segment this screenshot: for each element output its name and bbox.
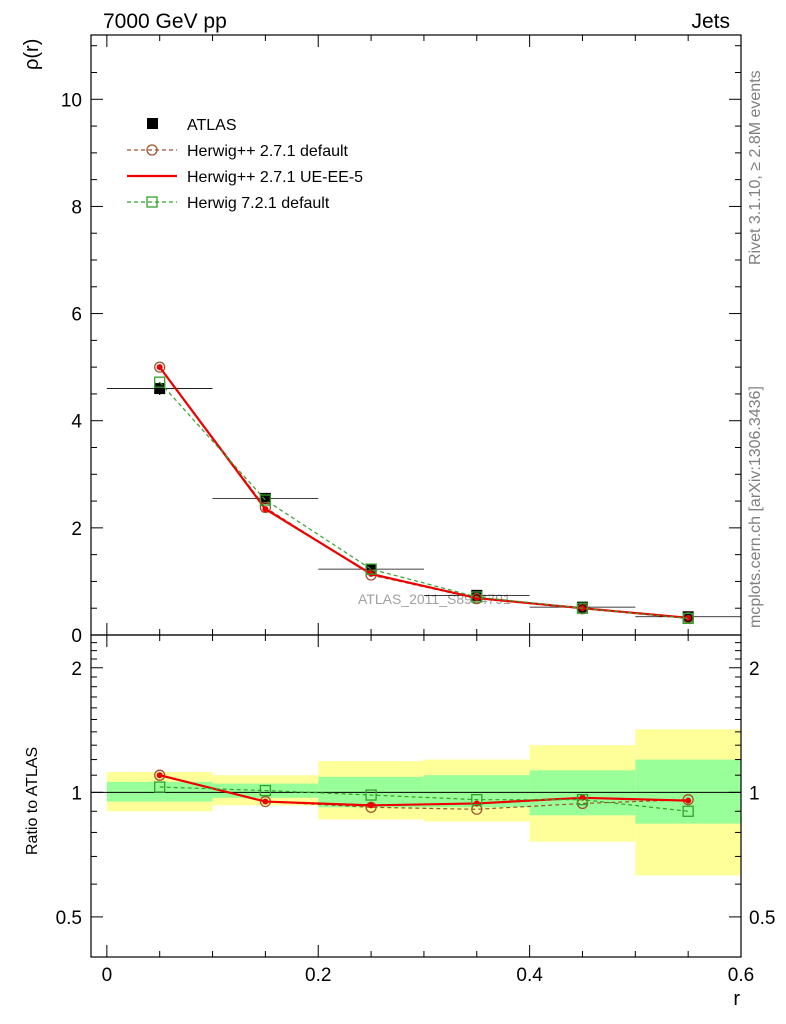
ratio-ylabel: Ratio to ATLAS	[24, 747, 41, 855]
main-series-group	[107, 362, 741, 623]
main-axis-ticks: 0 2 4 6 8 10	[61, 35, 741, 647]
ratio-ytick-label-right: 0.5	[749, 908, 775, 929]
atlas-point	[154, 383, 165, 394]
header-left: 7000 GeV pp	[103, 10, 227, 33]
legend-marker-atlas	[147, 118, 158, 129]
legend-entry-h7: Herwig 7.2.1 default	[127, 195, 330, 212]
legend-entry-hpp-ueee5: Herwig++ 2.7.1 UE-EE-5	[127, 169, 363, 186]
point-hpp-ueee5	[262, 506, 268, 512]
legend-label-hpp-ueee5: Herwig++ 2.7.1 UE-EE-5	[187, 169, 363, 186]
x-tick-label: 0	[102, 965, 113, 986]
ratio-ytick-label-left: 2	[71, 659, 82, 680]
x-tick-label: 0.2	[305, 965, 331, 986]
series-line-h7	[160, 382, 688, 618]
ratio-point-hpp-ueee5	[685, 798, 691, 804]
ratio-point-hpp-ueee5	[157, 772, 163, 778]
ratio-ytick-label-right: 2	[749, 659, 760, 680]
header-right: Jets	[691, 10, 730, 33]
main-ytick-label: 6	[71, 305, 82, 326]
legend-label-atlas: ATLAS	[187, 117, 237, 134]
ratio-point-hpp-ueee5	[368, 802, 374, 808]
rivet-label: Rivet 3.1.10, ≥ 2.8M events	[747, 70, 764, 265]
legend: ATLAS Herwig++ 2.7.1 default Herwig++ 2.…	[127, 117, 363, 212]
ratio-point-hpp-ueee5	[262, 799, 268, 805]
series-line-hpp_ueee5	[160, 367, 688, 618]
main-ytick-label: 4	[71, 412, 82, 433]
main-ytick-label: 8	[71, 197, 82, 218]
mcplots-label: mcplots.cern.ch [arXiv:1306.3436]	[747, 386, 764, 628]
legend-entry-hpp-default: Herwig++ 2.7.1 default	[127, 143, 349, 160]
ratio-uncertainty-bands	[91, 729, 741, 875]
x-tick-label: 0.6	[728, 965, 754, 986]
ratio-point-hpp-ueee5	[474, 800, 480, 806]
main-ytick-label: 10	[61, 90, 82, 111]
band-inner	[635, 760, 741, 824]
main-ytick-label: 2	[71, 519, 82, 540]
main-ylabel: ρ(r)	[21, 39, 43, 70]
x-tick-label: 0.4	[516, 965, 543, 986]
chart-canvas: 7000 GeV pp Jets Rivet 3.1.10, ≥ 2.8M ev…	[0, 0, 786, 1024]
legend-entry-atlas: ATLAS	[147, 117, 237, 134]
legend-label-h7: Herwig 7.2.1 default	[187, 195, 330, 212]
ratio-ytick-label-left: 1	[71, 783, 82, 804]
ratio-ytick-label-left: 0.5	[56, 908, 82, 929]
main-ytick-label: 0	[71, 626, 82, 647]
ratio-panel: 0.5 0.5 1 1 2 2 0 0.2 0.4 0.6 Ratio to ATLAS r	[24, 635, 775, 1010]
legend-label-hpp-default: Herwig++ 2.7.1 default	[187, 143, 349, 160]
ratio-ytick-label-right: 1	[749, 783, 760, 804]
series-line-hpp_default	[160, 367, 688, 618]
x-axis-label: r	[733, 988, 740, 1010]
point-hpp-ueee5	[474, 595, 480, 601]
point-hpp-ueee5	[157, 364, 163, 370]
